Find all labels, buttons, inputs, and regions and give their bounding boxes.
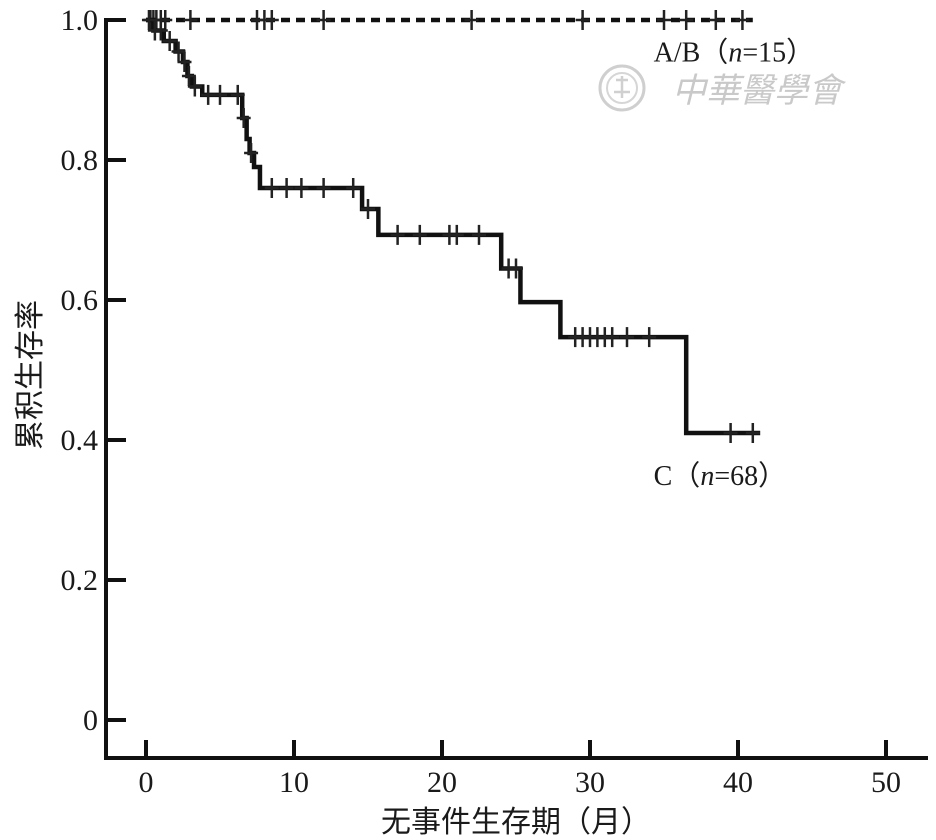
y-tick-label: 0 [83, 704, 98, 737]
y-tick-label: 0.6 [61, 284, 99, 317]
series-label-c-prefix: C（ [654, 460, 701, 492]
series-label-c-suffix: =68） [714, 460, 786, 492]
x-tick-label: 30 [575, 766, 605, 799]
watermark: 中華醫學會 [598, 64, 847, 112]
x-tick-label: 20 [427, 766, 457, 799]
y-tick-label: 0.8 [61, 144, 99, 177]
x-axis-ticks: 0 10 20 30 40 50 [139, 740, 901, 799]
series-layer [141, 10, 761, 443]
series-label-ab-suffix: =15） [742, 37, 814, 69]
y-axis-ticks: 0 0.2 0.4 0.6 0.8 1.0 [61, 4, 126, 737]
series-label-ab-prefix: A/B（ [654, 37, 729, 69]
y-axis-title: 累积生存率 [13, 300, 48, 450]
series-c-line [146, 17, 761, 436]
society-seal-icon [598, 64, 646, 112]
series-label-c: C（n=68） [654, 460, 786, 492]
series-label-ab: A/B（n=15） [654, 37, 814, 69]
watermark-text: 中華醫學會 [672, 71, 847, 111]
series-label-c-var: n [700, 461, 714, 492]
x-tick-label: 10 [279, 766, 309, 799]
y-tick-label: 1.0 [61, 4, 99, 37]
x-tick-label: 40 [723, 766, 753, 799]
x-tick-label: 50 [871, 766, 901, 799]
x-axis-title: 无事件生存期（月） [381, 805, 651, 840]
y-tick-label: 0.4 [61, 424, 99, 457]
y-tick-label: 0.2 [61, 564, 99, 597]
series-label-ab-var: n [728, 38, 742, 69]
x-tick-label: 0 [139, 766, 154, 799]
